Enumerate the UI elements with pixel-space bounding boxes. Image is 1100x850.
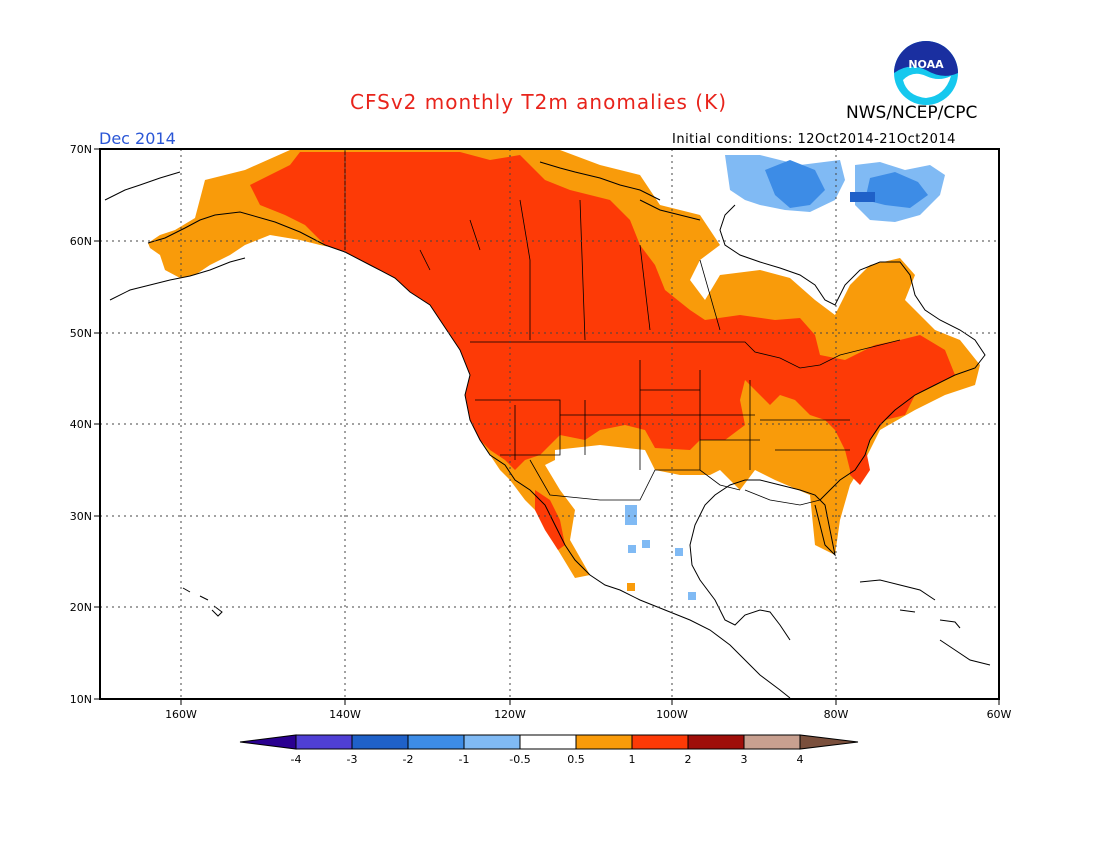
map-title: CFSv2 monthly T2m anomalies (K)	[350, 90, 727, 114]
noaa-logo-icon: NOAA	[894, 41, 958, 105]
organization-label: NWS/NCEP/CPC	[846, 103, 978, 123]
lat-label: 50N	[70, 327, 92, 340]
anomaly-fields	[148, 150, 980, 600]
colorbar-label: -3	[347, 753, 358, 766]
lat-label: 20N	[70, 601, 92, 614]
lat-label: 60N	[70, 235, 92, 248]
colorbar-label: 1	[629, 753, 636, 766]
anomaly-region-hot	[250, 152, 955, 470]
latitude-labels: 70N 60N 50N 40N 30N 20N 10N	[70, 143, 92, 706]
anomaly-region-cold-arctic-east	[865, 172, 928, 208]
colorbar-swatch	[743, 734, 801, 750]
colorbar-swatch	[295, 734, 353, 750]
color-bar	[239, 734, 859, 750]
colorbar-label: 0.5	[567, 753, 585, 766]
lon-label: 100W	[656, 708, 688, 721]
longitude-labels: 160W 140W 120W 100W 80W 60W	[165, 708, 1011, 721]
colorbar-swatch	[575, 734, 633, 750]
lon-label: 140W	[329, 708, 361, 721]
colorbar-swatch	[351, 734, 409, 750]
colorbar-swatch	[631, 734, 689, 750]
initial-conditions-label: Initial conditions: 12Oct2014-21Oct2014	[672, 132, 956, 147]
noaa-logo-text: NOAA	[908, 58, 944, 71]
lat-label: 30N	[70, 510, 92, 523]
colorbar-swatch	[799, 734, 859, 750]
colorbar-label: -0.5	[509, 753, 530, 766]
anomaly-spot-cool-1	[625, 505, 637, 525]
colorbar-label: -4	[291, 753, 302, 766]
colorbar-swatch	[407, 734, 465, 750]
lon-label: 120W	[494, 708, 526, 721]
colorbar-swatch	[463, 734, 521, 750]
lat-label: 10N	[70, 693, 92, 706]
anomaly-spot-cool-2	[628, 545, 636, 553]
lon-label: 80W	[824, 708, 849, 721]
colorbar-label: 4	[797, 753, 804, 766]
anomaly-spot-cool-5	[688, 592, 696, 600]
valid-month-label: Dec 2014	[99, 129, 176, 148]
anomaly-region-hot-baja	[535, 490, 565, 550]
political-borders	[344, 150, 901, 506]
anomaly-region-colder-arctic	[850, 192, 875, 202]
colorbar-label: 2	[685, 753, 692, 766]
colorbar-swatch	[239, 734, 297, 750]
anomaly-spot-cool-3	[642, 540, 650, 548]
colorbar-swatch	[519, 734, 577, 750]
lon-label: 160W	[165, 708, 197, 721]
colorbar-label: -2	[403, 753, 414, 766]
lon-label: 60W	[987, 708, 1012, 721]
colorbar-label: -1	[459, 753, 470, 766]
colorbar-label: 3	[741, 753, 748, 766]
lat-label: 70N	[70, 143, 92, 156]
colorbar-labels: -4 -3 -2 -1 -0.5 0.5 1 2 3 4	[291, 753, 804, 766]
lat-label: 40N	[70, 418, 92, 431]
graticule	[100, 149, 999, 699]
coastlines	[104, 161, 991, 699]
anomaly-spot-warm-1	[627, 583, 635, 591]
axis-ticks	[94, 148, 1000, 705]
colorbar-swatch	[687, 734, 745, 750]
anomaly-spot-cool-4	[675, 548, 683, 556]
anomaly-region-cold-arctic-west	[765, 160, 825, 208]
